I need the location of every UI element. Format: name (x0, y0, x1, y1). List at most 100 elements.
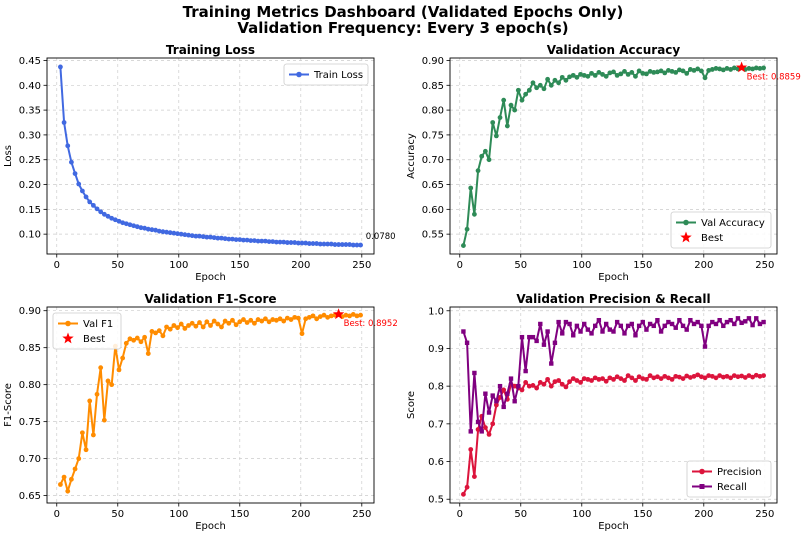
data-point (622, 331, 627, 336)
y-tick-label: 0.80 (19, 380, 41, 391)
data-point (607, 375, 613, 381)
y-tick-label: 0.55 (422, 230, 444, 241)
data-point (208, 234, 213, 240)
data-point (350, 311, 356, 317)
y-axis-label: F1-Score (3, 383, 14, 427)
data-point (713, 321, 719, 327)
legend-label: Best (83, 334, 105, 345)
x-tick-label: 150 (633, 509, 652, 520)
data-point (698, 68, 704, 74)
data-point (563, 319, 569, 325)
data-point (204, 234, 210, 240)
data-point (69, 159, 74, 165)
data-point (746, 66, 752, 71)
y-axis-label: Loss (3, 145, 14, 167)
data-point (556, 80, 561, 86)
data-point (728, 317, 733, 323)
data-point (731, 373, 737, 378)
data-point (625, 323, 631, 329)
data-point (464, 484, 470, 490)
x-tick-label: 200 (694, 509, 713, 520)
y-tick-label: 0.9 (428, 344, 444, 355)
data-point (288, 240, 294, 245)
legend-label: Val F1 (83, 319, 113, 330)
data-point (193, 323, 199, 329)
data-point (545, 329, 550, 334)
plot-panel-1: 0 50 100 150 200 250 0.10 0.15 0.20 0.25 0.30 0.35 0… (3, 43, 396, 283)
data-point (131, 223, 137, 229)
data-point (666, 375, 671, 381)
data-point (270, 239, 276, 244)
data-point (625, 71, 631, 77)
data-point (530, 80, 536, 86)
data-point (640, 376, 646, 382)
data-point (537, 379, 543, 385)
data-point (662, 323, 667, 329)
data-point (468, 185, 474, 191)
data-point (182, 326, 188, 331)
plot-panel-4: 0 50 100 150 200 250 0.5 0.6 0.7 0.8 0.9 1.0 Validat… (406, 292, 778, 532)
data-point (699, 323, 704, 329)
data-point (461, 491, 466, 497)
y-tick-label: 0.70 (19, 454, 41, 465)
data-point (560, 331, 565, 336)
data-point (497, 115, 503, 120)
data-point (109, 215, 115, 221)
data-point (743, 319, 748, 324)
data-point (145, 226, 151, 232)
data-point (138, 339, 144, 345)
data-point (87, 398, 93, 404)
data-point (519, 334, 525, 340)
y-tick-label: 0.65 (19, 491, 41, 502)
data-point (336, 242, 342, 247)
data-point (731, 65, 737, 71)
axes-frame (46, 306, 375, 504)
x-tick-label: 0 (54, 260, 60, 271)
x-tick-label: 150 (230, 509, 249, 520)
value-annotation: Best: 0.8952 (344, 319, 398, 329)
data-point (614, 72, 620, 78)
data-point (585, 73, 591, 79)
x-tick-label: 100 (169, 260, 188, 271)
data-point (317, 241, 323, 247)
x-axis-label: Epoch (195, 272, 226, 283)
data-point (761, 319, 766, 325)
data-point (94, 391, 100, 397)
data-point (655, 69, 660, 75)
data-point (328, 313, 334, 319)
data-point (292, 314, 298, 320)
data-point (501, 387, 507, 393)
data-point (512, 399, 517, 404)
data-point (545, 376, 551, 382)
data-point (611, 69, 616, 75)
data-point (655, 374, 660, 380)
data-point (658, 68, 664, 74)
data-point (468, 429, 473, 434)
data-point (142, 334, 148, 340)
x-tick-label: 0 (457, 260, 463, 271)
data-point (164, 324, 169, 330)
data-point (79, 188, 85, 194)
y-tick-label: 0.90 (422, 56, 444, 67)
data-point (90, 202, 96, 208)
data-point (134, 335, 140, 341)
axes-frame (46, 57, 375, 255)
data-point (237, 237, 243, 243)
data-point (585, 327, 591, 332)
data-point (541, 381, 547, 387)
y-tick-label: 0.70 (422, 155, 444, 166)
data-point (182, 232, 188, 238)
data-point (248, 317, 254, 323)
data-point (325, 241, 331, 247)
data-point (695, 66, 701, 72)
data-point (662, 373, 668, 379)
data-point (676, 67, 682, 73)
data-point (479, 429, 484, 434)
data-point (545, 76, 551, 82)
data-point (178, 321, 184, 327)
data-point (461, 243, 466, 248)
legend: Train Loss (283, 63, 369, 86)
data-point (673, 373, 679, 379)
data-point (189, 320, 195, 326)
